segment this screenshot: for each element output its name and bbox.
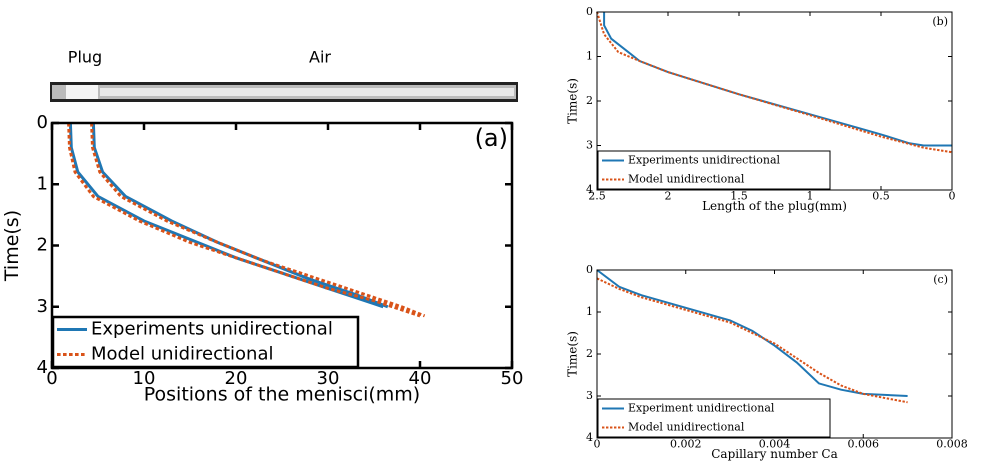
y-tick-label: 2 (37, 235, 48, 256)
x-tick-label: 0.5 (872, 190, 890, 203)
tube-photo (50, 82, 518, 102)
x-tick-label: 50 (501, 368, 524, 389)
legend-box (597, 398, 831, 438)
legend-label: Model unidirectional (91, 344, 274, 365)
x-tick-label: 30 (317, 368, 340, 389)
x-tick-label: 40 (409, 368, 432, 389)
series-line (90, 122, 426, 318)
annotation: Plug (68, 48, 102, 67)
y-tick-label: 4 (586, 431, 593, 444)
plot-frame (596, 11, 953, 191)
chart: 2.5 2 1.5 1 0.5 0 0 1 2 3 4 (b) Length of the plug(m… (565, 5, 955, 213)
series-line (603, 12, 952, 147)
y-tick-label: 1 (586, 50, 593, 63)
legend-label: Experiments unidirectional (628, 154, 781, 167)
legend-label: Model unidirectional (628, 173, 745, 186)
series-line (91, 122, 389, 309)
y-tick-label: 0 (586, 5, 593, 18)
panel-label: (b) (932, 15, 948, 28)
x-tick-label: 0.004 (759, 438, 791, 451)
x-tick-label: 20 (225, 368, 248, 389)
x-axis-label: Capillary number Ca (711, 447, 838, 461)
y-axis-label: Time(s) (565, 331, 579, 377)
x-tick-label: 0 (46, 368, 57, 389)
chart: 0 10 20 30 40 50 0 1 2 3 4 (a) Positions of the meni… (1, 112, 524, 406)
y-tick-label: 2 (586, 94, 593, 107)
y-axis-label: Time(s) (565, 78, 579, 124)
annotation: Air (309, 48, 331, 67)
y-tick-label: 0 (37, 112, 48, 133)
plug (66, 85, 98, 99)
x-tick-label: 0 (594, 438, 601, 451)
y-tick-label: 2 (586, 347, 593, 360)
x-tick-label: 1 (807, 190, 814, 203)
legend-label: Experiment unidirectional (628, 402, 775, 415)
legend-label: Experiments unidirectional (91, 319, 333, 340)
tube-highlight (100, 88, 514, 96)
series-line (67, 122, 421, 318)
y-axis-label: Time(s) (1, 210, 23, 282)
x-axis-label: Length of the plug(mm) (702, 199, 847, 213)
x-axis-label: Positions of the menisci(mm) (144, 384, 420, 406)
x-tick-label: 2.5 (588, 190, 606, 203)
series-line (596, 277, 908, 404)
x-tick-label: 1.5 (730, 190, 748, 203)
x-tick-label: 10 (133, 368, 156, 389)
y-tick-label: 1 (37, 173, 48, 194)
y-tick-label: 3 (586, 389, 593, 402)
series-line (68, 122, 384, 309)
legend-box (51, 315, 360, 369)
y-tick-label: 4 (586, 183, 593, 196)
x-tick-label: 0 (949, 190, 956, 203)
y-tick-label: 3 (586, 139, 593, 152)
panel-label: (c) (933, 273, 948, 286)
y-tick-label: 4 (37, 357, 48, 378)
chart: 0 0.002 0.004 0.006 0.008 0 1 2 3 4 (c) Capillary n… (565, 263, 967, 461)
legend-box (597, 150, 831, 190)
x-tick-label: 0.002 (670, 438, 702, 451)
x-tick-label: 0.008 (936, 438, 968, 451)
plot-frame (596, 269, 953, 439)
x-tick-label: 0.006 (848, 438, 880, 451)
x-tick-label: 2 (665, 190, 672, 203)
y-tick-label: 3 (37, 296, 48, 317)
legend-label: Model unidirectional (628, 421, 745, 434)
series-line (596, 11, 953, 154)
y-tick-label: 0 (586, 263, 593, 276)
y-tick-label: 1 (586, 305, 593, 318)
panel-label: (a) (475, 124, 508, 152)
